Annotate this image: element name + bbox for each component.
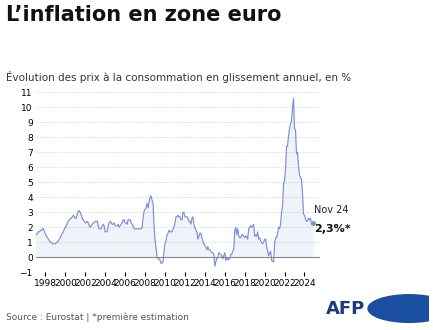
Text: Source : Eurostat | *première estimation: Source : Eurostat | *première estimation — [6, 312, 189, 322]
Text: AFP: AFP — [326, 300, 365, 317]
Text: Évolution des prix à la consommation en glissement annuel, en %: Évolution des prix à la consommation en … — [6, 71, 352, 83]
Text: Nov 24: Nov 24 — [313, 205, 348, 215]
Text: 2,3%*: 2,3%* — [313, 223, 350, 234]
Circle shape — [368, 295, 433, 322]
Text: L’inflation en zone euro: L’inflation en zone euro — [6, 5, 282, 25]
